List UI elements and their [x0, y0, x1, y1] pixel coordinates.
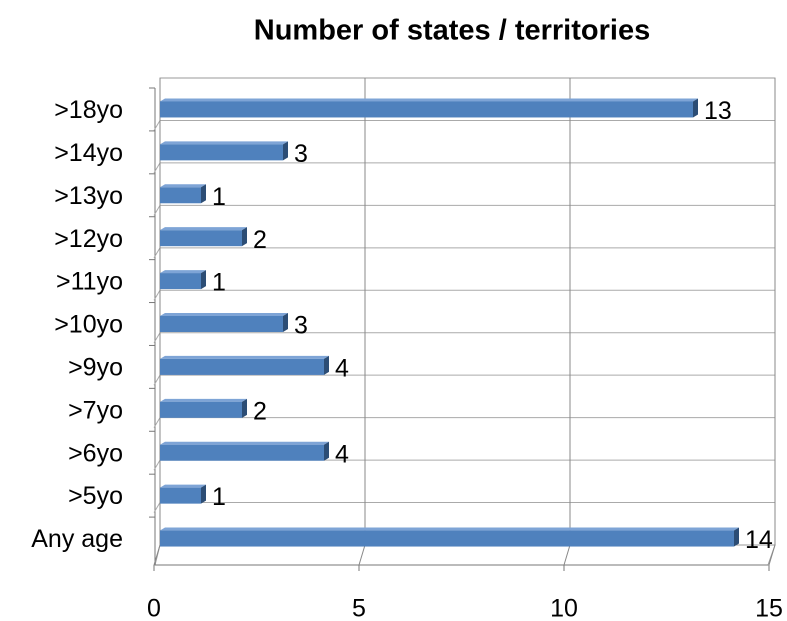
bar	[160, 230, 242, 247]
bar-side	[324, 441, 329, 461]
grid-line-floor	[563, 544, 571, 566]
bar-side	[734, 527, 739, 547]
bar	[160, 187, 201, 204]
category-wall-line	[153, 162, 161, 174]
y-tick-label: >6yo	[68, 439, 123, 467]
y-tick-label: >18yo	[54, 96, 123, 124]
bar	[160, 487, 201, 504]
value-label: 2	[253, 397, 267, 425]
bar-top	[160, 484, 206, 488]
x-tick-label: 0	[147, 595, 161, 621]
bar	[160, 444, 324, 461]
bar-side	[201, 484, 206, 504]
chart-title: Number of states / territories	[254, 15, 650, 47]
y-tick-label: >5yo	[68, 482, 123, 510]
category-wall-line	[153, 502, 161, 513]
value-label: 1	[212, 269, 226, 297]
category-wall-line	[153, 459, 161, 471]
bar-top	[160, 355, 329, 359]
bar-side	[201, 184, 206, 204]
bar	[160, 358, 324, 375]
bar-side	[283, 313, 288, 332]
bar-side	[201, 270, 206, 290]
value-label: 4	[335, 440, 349, 468]
bar	[160, 401, 242, 418]
bar-top	[160, 313, 288, 316]
x-tick-label: 10	[550, 595, 578, 621]
x-tick-label: 15	[755, 595, 783, 621]
category-wall-line	[153, 290, 161, 301]
y-tick-label: >13yo	[54, 182, 123, 210]
y-tick-label: Any age	[31, 525, 123, 553]
category-wall-line	[153, 417, 161, 428]
value-label: 3	[294, 140, 308, 168]
y-tick-label: >14yo	[54, 139, 123, 167]
x-tick-label: 5	[352, 595, 366, 621]
value-label: 4	[335, 355, 349, 383]
bar	[160, 530, 734, 547]
category-wall-line	[153, 120, 161, 131]
bar-top	[160, 184, 206, 188]
bar	[160, 273, 201, 290]
category-wall-line	[153, 247, 161, 259]
grid-line-floor	[768, 544, 776, 566]
value-label: 13	[704, 97, 732, 125]
bar-top	[160, 270, 206, 274]
bar-side	[324, 355, 329, 375]
value-label: 14	[745, 526, 773, 554]
y-tick-label: >11yo	[56, 268, 123, 296]
category-wall-line	[153, 332, 161, 343]
bar-top	[160, 441, 329, 445]
grid-line-floor	[358, 544, 366, 566]
bar-side	[693, 98, 698, 118]
value-label: 3	[294, 312, 308, 340]
bar-side	[283, 141, 288, 161]
category-wall-line	[153, 374, 161, 386]
bar	[160, 316, 283, 332]
bar-top	[160, 98, 698, 102]
bar	[160, 144, 283, 161]
value-label: 1	[212, 183, 226, 211]
bar-top	[160, 141, 288, 145]
category-wall-line	[153, 205, 161, 216]
floor	[154, 544, 776, 566]
bar	[160, 101, 693, 118]
y-tick-label: >9yo	[68, 354, 123, 382]
value-label: 1	[212, 483, 226, 511]
y-tick-label: >10yo	[54, 311, 123, 339]
bar-top	[160, 527, 739, 531]
bar-top	[160, 398, 247, 402]
value-label: 2	[253, 226, 267, 254]
y-tick-label: >7yo	[68, 396, 123, 424]
grid-line-floor	[153, 544, 161, 566]
bar-side	[242, 398, 247, 418]
y-tick-label: >12yo	[54, 225, 123, 253]
bar-top	[160, 227, 247, 231]
bar-side	[242, 227, 247, 247]
